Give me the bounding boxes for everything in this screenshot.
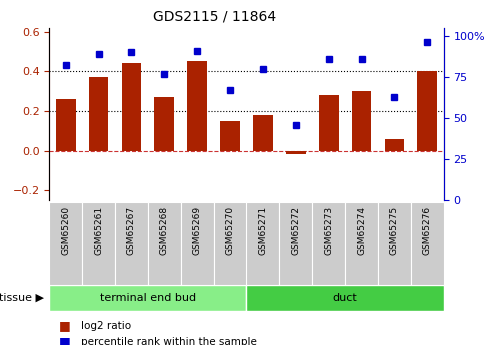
Bar	[352, 91, 371, 150]
Bar	[411, 202, 444, 285]
Text: terminal end bud: terminal end bud	[100, 293, 196, 303]
Bar	[49, 285, 247, 310]
Text: GSM65269: GSM65269	[193, 206, 202, 255]
Title: GDS2115 / 11864: GDS2115 / 11864	[153, 10, 277, 24]
Bar	[345, 202, 378, 285]
Text: GSM65270: GSM65270	[226, 206, 235, 255]
Text: tissue ▶: tissue ▶	[0, 293, 44, 303]
Bar	[115, 202, 148, 285]
Bar	[312, 202, 345, 285]
Bar	[187, 61, 207, 150]
Bar	[319, 95, 339, 150]
Text: GSM65272: GSM65272	[291, 206, 300, 255]
Bar	[122, 63, 141, 150]
Text: log2 ratio: log2 ratio	[81, 321, 132, 331]
Bar	[385, 139, 404, 150]
Text: percentile rank within the sample: percentile rank within the sample	[81, 337, 257, 345]
Bar	[246, 202, 280, 285]
Bar	[181, 202, 213, 285]
Text: GSM65268: GSM65268	[160, 206, 169, 255]
Bar	[82, 202, 115, 285]
Bar	[280, 202, 312, 285]
Bar	[286, 150, 306, 155]
Text: duct: duct	[333, 293, 357, 303]
Bar	[253, 115, 273, 150]
Text: GSM65273: GSM65273	[324, 206, 333, 255]
Text: GSM65275: GSM65275	[390, 206, 399, 255]
Text: GSM65260: GSM65260	[61, 206, 70, 255]
Bar	[56, 99, 75, 150]
Text: ■: ■	[59, 335, 75, 345]
Bar	[246, 285, 444, 310]
Bar	[154, 97, 174, 150]
Bar	[418, 71, 437, 150]
Text: GSM65267: GSM65267	[127, 206, 136, 255]
Bar	[213, 202, 246, 285]
Bar	[148, 202, 181, 285]
Bar	[89, 77, 108, 150]
Text: ■: ■	[59, 319, 75, 333]
Bar	[49, 202, 82, 285]
Text: GSM65271: GSM65271	[258, 206, 267, 255]
Bar	[378, 202, 411, 285]
Bar	[220, 121, 240, 150]
Text: GSM65274: GSM65274	[357, 206, 366, 255]
Text: GSM65276: GSM65276	[423, 206, 432, 255]
Text: GSM65261: GSM65261	[94, 206, 103, 255]
